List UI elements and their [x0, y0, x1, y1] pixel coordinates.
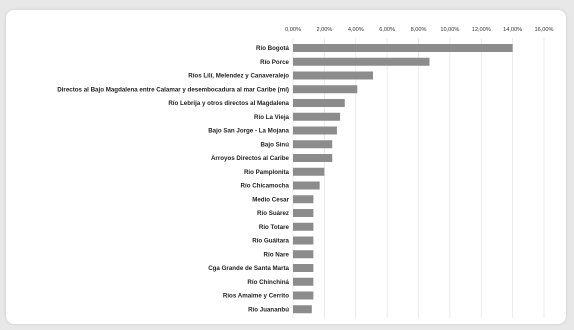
- x-tick-label: 8,00%: [411, 27, 427, 33]
- x-tick-label: 10,00%: [440, 27, 459, 33]
- category-label: Río Suárez: [257, 210, 289, 217]
- category-label: Medio Cesar: [252, 196, 289, 203]
- bar: [293, 181, 320, 190]
- category-label: Ríos Amaime y Cerrito: [223, 293, 289, 300]
- grid-lines: [292, 38, 545, 318]
- x-tick-label: 12,00%: [472, 27, 491, 33]
- bar-chart: 0,00% 2,00% 4,00% 6,00% 8,00% 10,00% 12,00% 14,…: [57, 27, 554, 318]
- bar: [293, 71, 374, 80]
- x-tick-label: 14,00%: [503, 27, 522, 33]
- category-label: Río Porce: [260, 59, 289, 66]
- bar: [293, 44, 513, 52]
- bar: [293, 236, 314, 245]
- bar: [293, 99, 345, 107]
- bar: [293, 154, 333, 162]
- category-label: Río Guáitara: [252, 238, 289, 245]
- category-label: Bajo San Jorge - La Mojana: [208, 128, 289, 135]
- x-tick-label: 6,00%: [379, 27, 395, 33]
- bar: [293, 222, 314, 231]
- bar: [293, 195, 314, 204]
- x-tick-label: 16,00%: [535, 27, 554, 33]
- category-label: Río Bogotá: [256, 45, 290, 52]
- bar: [293, 209, 314, 217]
- x-axis-ticks: 0,00% 2,00% 4,00% 6,00% 8,00% 10,00% 12,00% 14,…: [285, 27, 553, 33]
- bar: [293, 112, 341, 121]
- bars: [293, 44, 513, 314]
- category-label: Ríos Lilí, Melendez y Canaveralejo: [188, 73, 289, 80]
- category-label: Río Chicamocha: [241, 183, 290, 190]
- x-tick-label: 2,00%: [316, 27, 332, 33]
- category-label: Directos al Bajo Magdalena entre Calamar…: [57, 86, 289, 93]
- category-label: Arroyos Directos al Caribe: [211, 155, 290, 162]
- chart-card: 0,00% 2,00% 4,00% 6,00% 8,00% 10,00% 12,00% 14,…: [6, 10, 566, 324]
- category-label: Río Lebrija y otros directos al Magdalen…: [168, 100, 289, 107]
- category-label: Bajo Sinú: [260, 141, 289, 148]
- bar: [293, 264, 314, 272]
- x-tick-label: 0,00%: [285, 27, 301, 33]
- bar: [293, 85, 358, 94]
- bar: [293, 126, 337, 135]
- bar: [293, 57, 430, 66]
- category-label: Río Chinchiná: [247, 279, 289, 286]
- category-label: Río Pamplonita: [244, 169, 290, 176]
- bar: [293, 305, 312, 314]
- bar: [293, 250, 314, 259]
- bar: [293, 277, 314, 286]
- bar: [293, 167, 325, 176]
- category-label: Río Totare: [259, 224, 290, 231]
- category-label: Río Juananbú: [248, 306, 289, 313]
- category-label: Río La Vieja: [254, 114, 290, 121]
- category-labels: Río Bogotá Río Porce Ríos Lilí, Melendez y…: [57, 45, 289, 313]
- x-tick-label: 4,00%: [348, 27, 364, 33]
- category-label: Río Nare: [264, 251, 290, 258]
- category-label: Cga Grande de Santa Marta: [208, 265, 289, 272]
- bar: [293, 291, 314, 300]
- bar: [293, 140, 333, 149]
